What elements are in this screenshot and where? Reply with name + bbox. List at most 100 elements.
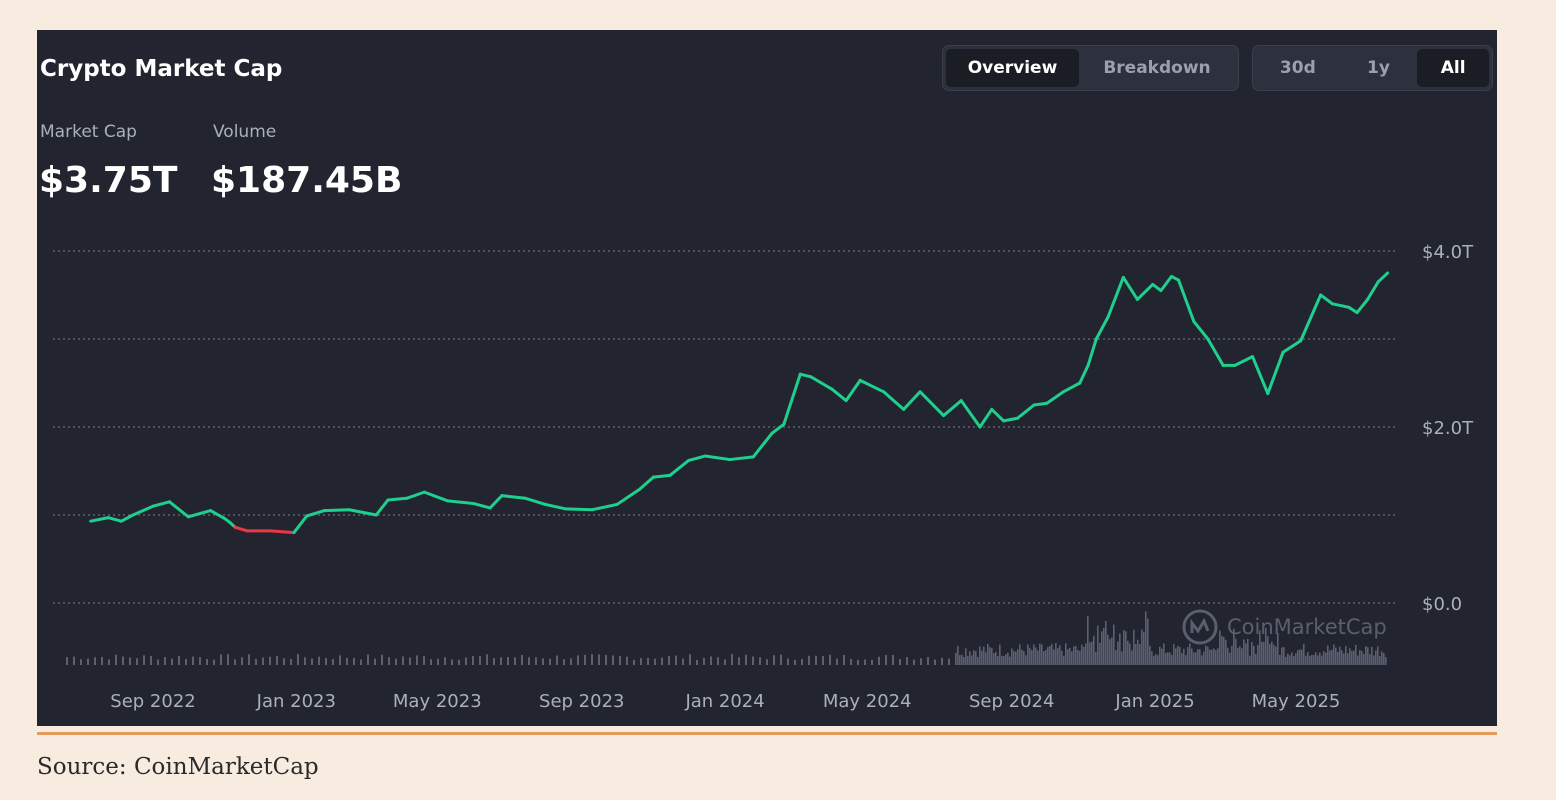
volume-bar xyxy=(1027,644,1029,665)
price-line-segment xyxy=(637,475,655,491)
volume-bar xyxy=(220,654,222,665)
volume-bar xyxy=(1235,638,1237,665)
volume-bar xyxy=(94,657,96,665)
volume-bar xyxy=(1035,647,1037,665)
volume-bar xyxy=(1249,655,1251,665)
volume-bar xyxy=(1141,629,1143,665)
volume-bar xyxy=(381,654,383,665)
volume-bar xyxy=(150,656,152,665)
volume-bar xyxy=(983,646,985,665)
volume-bar xyxy=(73,656,75,665)
volume-bar xyxy=(647,657,649,665)
volume-bar xyxy=(1013,650,1015,665)
volume-bar xyxy=(1319,652,1321,665)
volume-bar xyxy=(1159,646,1161,665)
volume-bar xyxy=(941,657,943,665)
volume-bar xyxy=(1349,648,1351,665)
volume-bar xyxy=(640,658,642,665)
volume-bar xyxy=(1173,644,1175,665)
volume-bar xyxy=(1205,645,1207,665)
range-30d-button[interactable]: 30d xyxy=(1279,58,1316,78)
volume-bar xyxy=(1163,643,1165,665)
volume-bar xyxy=(234,659,236,665)
volume-bar xyxy=(1111,637,1113,665)
range-all-button[interactable]: All xyxy=(1417,49,1489,87)
volume-bar xyxy=(353,657,355,665)
volume-bar xyxy=(1299,649,1301,665)
volume-bar xyxy=(1125,631,1127,665)
volume-bar xyxy=(612,655,614,665)
volume-bar xyxy=(981,650,983,665)
y-tick-label: $2.0T xyxy=(1422,418,1474,439)
volume-bar xyxy=(1283,647,1285,665)
volume-bar xyxy=(787,658,789,665)
price-line-segment xyxy=(751,431,774,459)
volume-bar xyxy=(1123,630,1125,665)
volume-bar xyxy=(143,655,145,665)
volume-bar xyxy=(717,657,719,665)
tab-overview[interactable]: Overview xyxy=(946,49,1079,87)
volume-bar xyxy=(1137,639,1139,665)
volume-bar xyxy=(906,657,908,665)
volume-bar xyxy=(136,658,138,665)
volume-bar xyxy=(115,654,117,665)
volume-bar xyxy=(661,657,663,665)
volume-bar xyxy=(1297,650,1299,665)
volume-bar xyxy=(1093,635,1095,665)
volume-bar xyxy=(973,650,975,665)
volume-bar xyxy=(829,654,831,665)
volume-bar xyxy=(1165,653,1167,665)
price-line-segment xyxy=(89,516,110,523)
x-tick-label: Jan 2024 xyxy=(684,691,764,712)
volume-bar xyxy=(409,657,411,665)
price-line-segment xyxy=(687,454,707,462)
volume-bar xyxy=(1129,643,1131,665)
volume-bar xyxy=(1377,646,1379,665)
volume-bar xyxy=(1353,650,1355,665)
price-line-segment xyxy=(386,496,409,502)
volume-bar xyxy=(1351,650,1353,665)
volume-bar xyxy=(1101,631,1103,665)
price-line-segment xyxy=(305,509,327,518)
volume-bar xyxy=(1201,655,1203,665)
volume-bar xyxy=(1199,649,1201,665)
volume-bar xyxy=(1161,648,1163,665)
range-1y-button[interactable]: 1y xyxy=(1367,58,1390,78)
price-line-segment xyxy=(233,525,249,533)
volume-bar xyxy=(1239,646,1241,665)
volume-bar xyxy=(1033,644,1035,665)
volume-bar xyxy=(1095,651,1097,665)
volume-bar xyxy=(1031,650,1033,665)
volume-bar xyxy=(1025,655,1027,665)
volume-bar xyxy=(1361,651,1363,665)
volume-bar xyxy=(1301,649,1303,665)
volume-bar xyxy=(304,657,306,665)
volume-bar xyxy=(479,656,481,665)
volume-bar xyxy=(993,653,995,665)
volume-bar xyxy=(332,659,334,665)
view-toggle: Overview Breakdown xyxy=(942,45,1239,91)
volume-bar xyxy=(1157,655,1159,665)
chart-title: Crypto Market Cap xyxy=(40,56,283,82)
volume-bar xyxy=(346,657,348,665)
volume-bar xyxy=(1005,654,1007,665)
volume-bar xyxy=(766,659,768,665)
volume-bar xyxy=(1169,652,1171,665)
market-cap-label: Market Cap xyxy=(40,122,137,142)
price-line-segment xyxy=(1032,401,1049,407)
tab-breakdown[interactable]: Breakdown xyxy=(1103,58,1211,78)
price-line-segment xyxy=(798,372,813,379)
price-line-segment xyxy=(590,502,619,512)
volume-bar xyxy=(1181,653,1183,665)
volume-bar xyxy=(66,657,68,665)
volume-bar xyxy=(1331,649,1333,665)
price-line-segment xyxy=(990,407,1005,423)
volume-bar xyxy=(1273,644,1275,665)
volume-bar xyxy=(549,658,551,665)
x-tick-label: Sep 2023 xyxy=(539,691,624,712)
volume-bar xyxy=(850,658,852,665)
volume-bar xyxy=(794,659,796,665)
y-tick-label: $0.0 xyxy=(1422,594,1462,615)
volume-bar xyxy=(1195,652,1197,665)
